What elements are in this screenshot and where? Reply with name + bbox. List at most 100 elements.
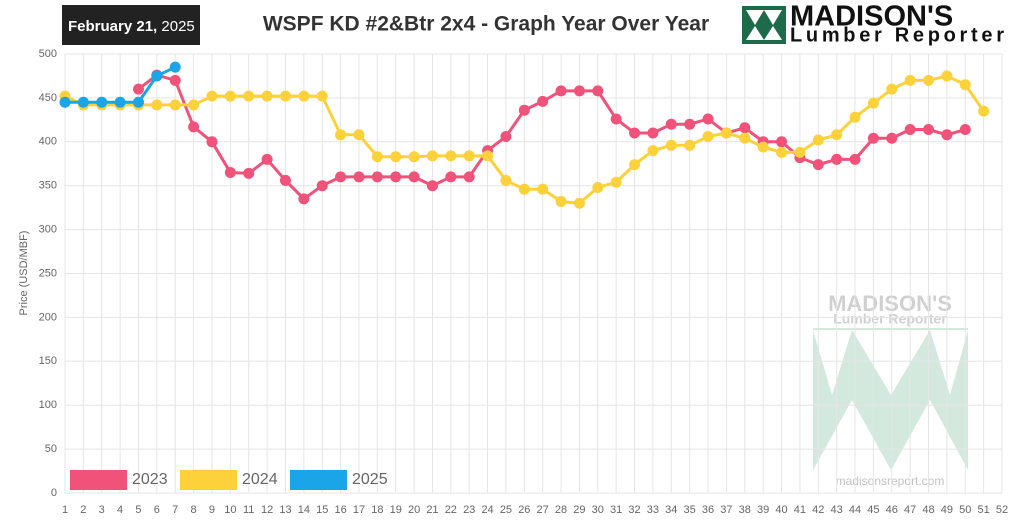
x-tick-label: 36 [702, 504, 714, 516]
data-point [629, 159, 641, 171]
data-point [298, 90, 310, 102]
x-tick-label: 33 [647, 504, 659, 516]
data-point [206, 136, 218, 148]
data-point [739, 132, 751, 144]
data-point [941, 129, 953, 141]
x-tick-label: 8 [191, 504, 197, 516]
data-point [831, 153, 843, 165]
date: February 21, 2025 [68, 18, 195, 35]
data-point [224, 167, 236, 179]
date-box [62, 5, 200, 45]
data-point [592, 181, 604, 193]
x-tick-label: 34 [665, 504, 677, 516]
x-tick-label: 5 [135, 504, 141, 516]
x-tick-label: 27 [537, 504, 549, 516]
x-tick-label: 44 [849, 504, 861, 516]
data-point [390, 151, 402, 163]
data-point [243, 90, 255, 102]
data-point [151, 70, 163, 82]
x-tick-label: 10 [224, 504, 236, 516]
x-tick-label: 41 [794, 504, 806, 516]
data-point [261, 90, 273, 102]
y-tick-label: 100 [39, 399, 57, 411]
legend-label: 2024 [242, 471, 278, 488]
data-point [904, 74, 916, 86]
x-tick-label: 29 [573, 504, 585, 516]
data-point [629, 127, 641, 139]
data-point [463, 171, 475, 183]
x-tick-label: 19 [390, 504, 402, 516]
data-point [132, 83, 144, 95]
x-tick-label: 30 [592, 504, 604, 516]
x-tick-label: 46 [886, 504, 898, 516]
data-point [518, 104, 530, 116]
y-axis-label: Price (USD/MBF) [18, 231, 30, 316]
data-point [720, 127, 732, 139]
data-point [408, 171, 420, 183]
watermark-url: madisonsreport.com [836, 474, 945, 488]
data-point [279, 174, 291, 186]
x-tick-label: 48 [922, 504, 934, 516]
y-tick-label: 250 [39, 267, 57, 279]
data-point [114, 96, 126, 108]
data-point [959, 124, 971, 136]
data-point [794, 146, 806, 158]
data-point [261, 153, 273, 165]
data-point [353, 129, 365, 141]
data-point [684, 139, 696, 151]
data-point [371, 171, 383, 183]
x-tick-label: 24 [481, 504, 493, 516]
y-tick-label: 150 [39, 355, 57, 367]
data-point [463, 150, 475, 162]
data-point [573, 85, 585, 97]
watermark: MADISON'S Lumber Reporter madisonsreport… [813, 291, 968, 488]
x-tick-label: 14 [298, 504, 310, 516]
data-point [169, 99, 181, 111]
data-point [390, 171, 402, 183]
x-tick-label: 45 [867, 504, 879, 516]
data-point [151, 99, 163, 111]
chart-title: WSPF KD #2&Btr 2x4 - Graph Year Over Yea… [263, 13, 709, 36]
data-point [923, 74, 935, 86]
x-tick-label: 32 [628, 504, 640, 516]
data-point [776, 146, 788, 158]
data-point [684, 118, 696, 130]
x-tick-label: 37 [720, 504, 732, 516]
data-point [610, 176, 622, 188]
x-tick-label: 25 [500, 504, 512, 516]
legend-swatch [70, 470, 127, 490]
x-tick-label: 22 [445, 504, 457, 516]
data-point [831, 129, 843, 141]
watermark-sub: Lumber Reporter [833, 311, 947, 327]
data-point [316, 90, 328, 102]
legend-label: 2023 [132, 471, 168, 488]
x-tick-label: 17 [353, 504, 365, 516]
data-point [77, 96, 89, 108]
data-point [757, 141, 769, 153]
x-tick-label: 15 [316, 504, 328, 516]
data-point [904, 124, 916, 136]
data-point [500, 174, 512, 186]
data-point [739, 122, 751, 134]
data-point [812, 159, 824, 171]
y-tick-label: 450 [39, 92, 57, 104]
data-point [776, 136, 788, 148]
x-tick-label: 38 [739, 504, 751, 516]
x-tick-label: 28 [555, 504, 567, 516]
date-year: 2025 [161, 18, 194, 35]
x-tick-label: 20 [408, 504, 420, 516]
data-point [132, 96, 144, 108]
data-point [482, 150, 494, 162]
data-point [518, 183, 530, 195]
data-point [353, 171, 365, 183]
data-point [959, 79, 971, 91]
watermark-name: MADISON'S [828, 291, 952, 316]
x-tick-label: 39 [757, 504, 769, 516]
data-point [445, 171, 457, 183]
data-point [500, 131, 512, 143]
data-point [665, 118, 677, 130]
x-tick-label: 3 [99, 504, 105, 516]
data-point [665, 139, 677, 151]
x-tick-label: 7 [172, 504, 178, 516]
